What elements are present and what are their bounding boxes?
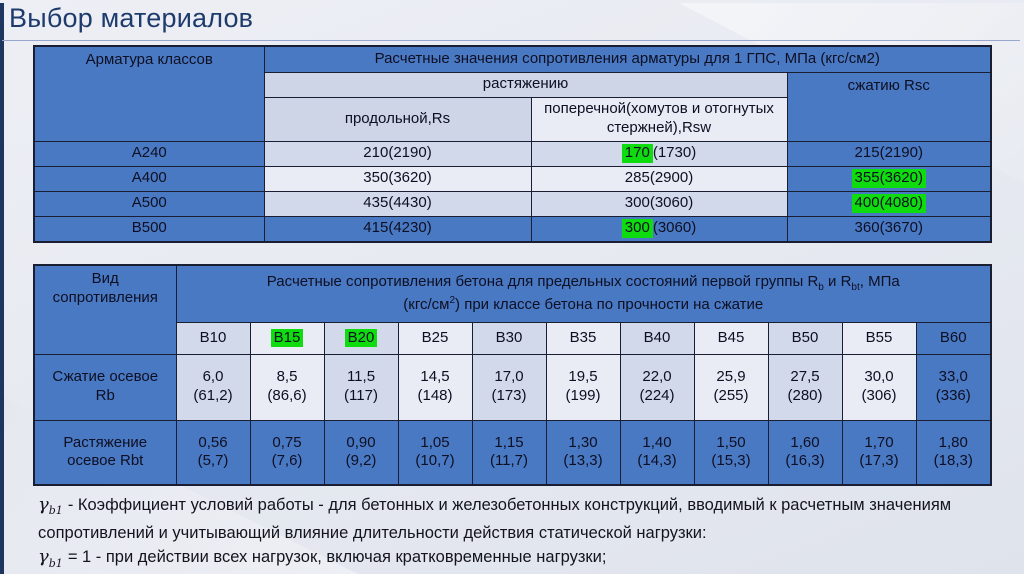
rb-value-cell: 11,5 (117) [323, 353, 399, 421]
rsc-value-cell: 360(3670) [786, 215, 992, 243]
slide-edge-strip [0, 3, 4, 574]
subscript-b: b [818, 282, 824, 294]
rs-value-cell: 415(4230) [263, 215, 532, 243]
corner-header-cell: Вид сопротивления [33, 264, 177, 355]
concrete-class-header: В10 [175, 321, 251, 355]
longitudinal-header-cell: продольной,Rs [263, 96, 532, 142]
header-text: , МПа [859, 273, 900, 291]
rb-value-cell: 14,5 (148) [397, 353, 473, 421]
subscript-bt: bt [851, 282, 860, 294]
table-row: Сжатие осевое Rb 6,0 (61,2) 8,5 (86,6) 1… [33, 353, 992, 421]
header-text: ) при классе бетона по прочности на сжат… [455, 295, 764, 313]
rs-value-cell: 435(4430) [263, 190, 532, 217]
rb-value-cell: 6,0 (61,2) [175, 353, 251, 421]
rebar-class-cell: А400 [33, 165, 265, 192]
gamma-definition-line: γb1- Коэффициент условий работы - для бе… [38, 493, 996, 545]
rb-value-cell: 27,5 (280) [767, 353, 843, 421]
concrete-class-header: В50 [767, 321, 843, 355]
rs-value-cell: 350(3620) [263, 165, 532, 192]
rsw-value-cell: 285(2900) [530, 165, 788, 192]
gamma-subscript: b1 [48, 504, 63, 518]
table-row: В500 415(4230) 300 (3060) 360(3670) [33, 215, 992, 243]
rebar-class-cell: А240 [33, 140, 265, 167]
header-text: (кгс/см [403, 295, 450, 313]
rbt-value-cell: 1,15 (11,7) [471, 419, 547, 486]
transverse-header-cell: поперечной(хомутов и отогнутых стержней)… [530, 96, 788, 142]
rbt-value-cell: 1,60 (16,3) [767, 419, 843, 486]
row-label-rbt: Растяжение осевое Rbt [33, 419, 177, 486]
corner-header-cell: Арматура классов [33, 45, 265, 142]
concrete-class-header: В15 [249, 321, 325, 355]
rb-value-cell: 19,5 (199) [545, 353, 621, 421]
table-row: А500 435(4430) 300(3060) 400(4080) [33, 190, 992, 217]
rbt-value-cell: 1,30 (13,3) [545, 419, 621, 486]
rbt-value-cell: 1,80 (18,3) [915, 419, 992, 486]
concrete-class-header: В60 [915, 321, 992, 355]
page-title: Выбор материалов [9, 3, 254, 33]
tension-header-cell: растяжению [263, 71, 788, 98]
rbt-value-cell: 1,70 (17,3) [841, 419, 917, 486]
row-label-rb: Сжатие осевое Rb [33, 353, 177, 421]
rb-value-cell: 17,0 (173) [471, 353, 547, 421]
rebar-class-cell: В500 [33, 215, 265, 243]
rsc-value-cell: 355(3620) [786, 165, 992, 192]
rbt-value-cell: 1,50 (15,3) [693, 419, 769, 486]
highlight-mark: 170 [621, 144, 653, 163]
gamma-footnote-block: γb1- Коэффициент условий работы - для бе… [38, 493, 996, 574]
rb-value-cell: 8,5 (86,6) [249, 353, 325, 421]
rb-value-cell: 22,0 (224) [619, 353, 695, 421]
table-row: А240 210(2190) 170 (1730) 215(2190) [33, 140, 992, 167]
gamma-symbol: γ [38, 494, 49, 515]
rsc-value-cell: 215(2190) [786, 140, 992, 167]
rbt-value-cell: 1,05 (10,7) [397, 419, 473, 486]
rs-value-cell: 210(2190) [263, 140, 532, 167]
rbt-value-cell: 0,75 (7,6) [249, 419, 325, 486]
rsw-value-text: (1730) [652, 144, 697, 162]
rsw-value-cell: 300(3060) [530, 190, 788, 217]
concrete-resistance-table: Вид сопротивления Расчетные сопротивлени… [33, 264, 992, 486]
header-text: Расчетные сопротивления бетона для преде… [266, 273, 819, 291]
gamma-case1-line: γb1 = 1 - при действии всех нагрузок, вкл… [38, 545, 996, 574]
rb-value-cell: 33,0 (336) [915, 353, 992, 421]
rebar-resistance-table: Арматура классов Расчетные значения сопр… [33, 45, 992, 243]
highlight-mark: В15 [270, 328, 304, 348]
rsw-value-cell: 300(3060) [530, 215, 788, 243]
header-text: и R [823, 273, 852, 291]
superscript-2: 2 [449, 294, 456, 306]
table-row: Арматура классов Расчетные значения сопр… [33, 45, 992, 142]
rsw-value-text: (3060) [652, 219, 697, 237]
concrete-class-header: В55 [841, 321, 917, 355]
rsw-value-cell: 170 (1730) [530, 140, 788, 167]
concrete-class-header: В40 [619, 321, 695, 355]
concrete-class-header: В25 [397, 321, 473, 355]
rsc-value-cell: 400(4080) [786, 190, 992, 217]
table-row: Вид сопротивления Расчетные сопротивлени… [33, 264, 992, 355]
compression-header-cell: сжатию Rsc [786, 71, 992, 142]
gamma-subscript: b1 [48, 556, 63, 570]
rb-value-cell: 25,9 (255) [693, 353, 769, 421]
gamma-symbol: γ [38, 546, 49, 568]
concrete-class-header: В20 [323, 321, 399, 355]
main-header-cell: Расчетные сопротивления бетона для преде… [175, 264, 992, 323]
table-row: А400 350(3620) 285(2900) 355(3620) [33, 165, 992, 192]
concrete-class-header: В35 [545, 321, 621, 355]
rbt-value-cell: 0,56 (5,7) [175, 419, 251, 486]
title-divider [2, 40, 1020, 41]
table-row: продольной,Rs поперечной(хомутов и отогн… [34, 96, 991, 142]
main-header-cell: Расчетные значения сопротивления арматур… [263, 45, 992, 73]
gamma-definition-text: - Коэффициент условий работы - для бетон… [38, 496, 952, 543]
highlight-mark: В20 [344, 328, 378, 348]
concrete-class-header: В45 [693, 321, 769, 355]
table-row: Растяжение осевое Rbt 0,56 (5,7) 0,75 (7… [33, 419, 992, 486]
rebar-class-cell: А500 [33, 190, 265, 217]
highlight-mark: 300 [621, 219, 653, 239]
highlight-mark: 400(4080) [851, 194, 926, 213]
rbt-value-cell: 0,90 (9,2) [323, 419, 399, 486]
highlight-mark: 355(3620) [851, 169, 926, 188]
concrete-class-header: В30 [471, 321, 547, 355]
table-row: В10 В15 В20 В25 В30 В35 В40 В45 В50 В55 … [34, 321, 992, 355]
rbt-value-cell: 1,40 (14,3) [619, 419, 695, 486]
rb-value-cell: 30,0 (306) [841, 353, 917, 421]
gamma-case1-text: = 1 - при действии всех нагрузок, включа… [67, 548, 607, 567]
